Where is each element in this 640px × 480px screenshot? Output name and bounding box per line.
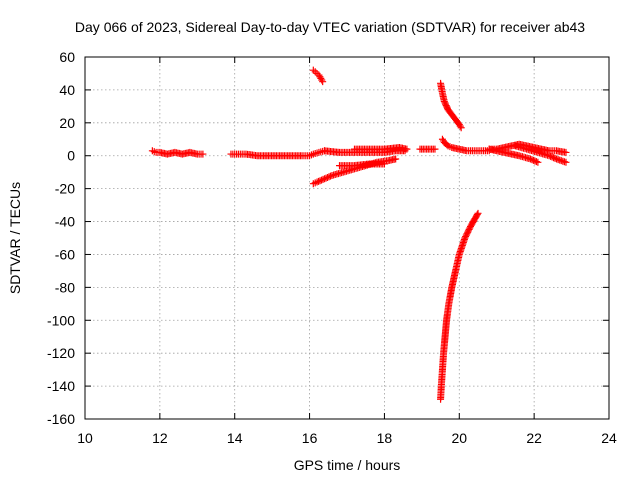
x-tick-label: 16 — [302, 430, 318, 446]
data-point — [548, 153, 556, 161]
data-point — [321, 175, 329, 183]
data-point — [316, 177, 324, 185]
x-tick-label: 22 — [526, 430, 542, 446]
data-point — [473, 211, 481, 219]
y-tick-label: 60 — [59, 49, 75, 65]
x-tick-label: 18 — [377, 430, 393, 446]
y-tick-label: -160 — [47, 411, 75, 427]
data-point — [431, 145, 439, 153]
data-point — [474, 209, 482, 217]
data-point — [529, 156, 537, 164]
data-point — [547, 152, 555, 160]
data-point — [562, 148, 570, 156]
y-tick-label: -140 — [47, 378, 75, 394]
data-point — [457, 124, 465, 132]
data-point — [551, 154, 559, 162]
x-tick-label: 20 — [451, 430, 467, 446]
data-point — [550, 154, 558, 162]
data-points — [148, 66, 570, 403]
x-tick-label: 24 — [601, 430, 617, 446]
data-point — [322, 174, 330, 182]
data-point — [562, 158, 570, 166]
data-point — [324, 173, 332, 181]
data-point — [199, 150, 207, 158]
data-point — [380, 160, 388, 168]
axis-ticks: 10 12 14 16 18 20 22 24 60 40 20 0 -20 -40 -60 -80 -100 -… — [47, 49, 617, 446]
data-point — [532, 158, 540, 166]
data-point — [528, 156, 536, 164]
y-tick-label: 40 — [59, 82, 75, 98]
data-point — [313, 178, 321, 186]
x-tick-label: 14 — [227, 430, 243, 446]
data-point — [315, 177, 323, 185]
data-point — [319, 78, 327, 86]
y-tick-label: -40 — [55, 214, 75, 230]
plot-frame — [84, 56, 610, 420]
y-tick-label: -60 — [55, 246, 75, 262]
data-point — [325, 173, 333, 181]
grid-lines — [85, 57, 609, 419]
y-axis-label: SDTVAR / TECUs — [7, 182, 23, 294]
y-tick-label: -120 — [47, 345, 75, 361]
x-axis-label: GPS time / hours — [294, 457, 401, 473]
y-tick-label: -20 — [55, 181, 75, 197]
y-tick-label: 20 — [59, 115, 75, 131]
data-point — [526, 155, 534, 163]
data-point — [318, 176, 326, 184]
data-point — [531, 157, 539, 165]
chart-title: Day 066 of 2023, Sidereal Day-to-day VTE… — [75, 19, 585, 35]
y-tick-label: -100 — [47, 312, 75, 328]
data-point — [403, 145, 411, 153]
data-point — [318, 76, 326, 84]
x-tick-label: 12 — [152, 430, 168, 446]
x-tick-label: 10 — [77, 430, 93, 446]
data-point — [392, 155, 400, 163]
data-point — [327, 172, 335, 180]
y-tick-label: -80 — [55, 279, 75, 295]
data-point — [456, 122, 464, 130]
data-point — [319, 175, 327, 183]
y-tick-label: 0 — [67, 148, 75, 164]
data-point — [545, 152, 553, 160]
data-point — [534, 158, 542, 166]
